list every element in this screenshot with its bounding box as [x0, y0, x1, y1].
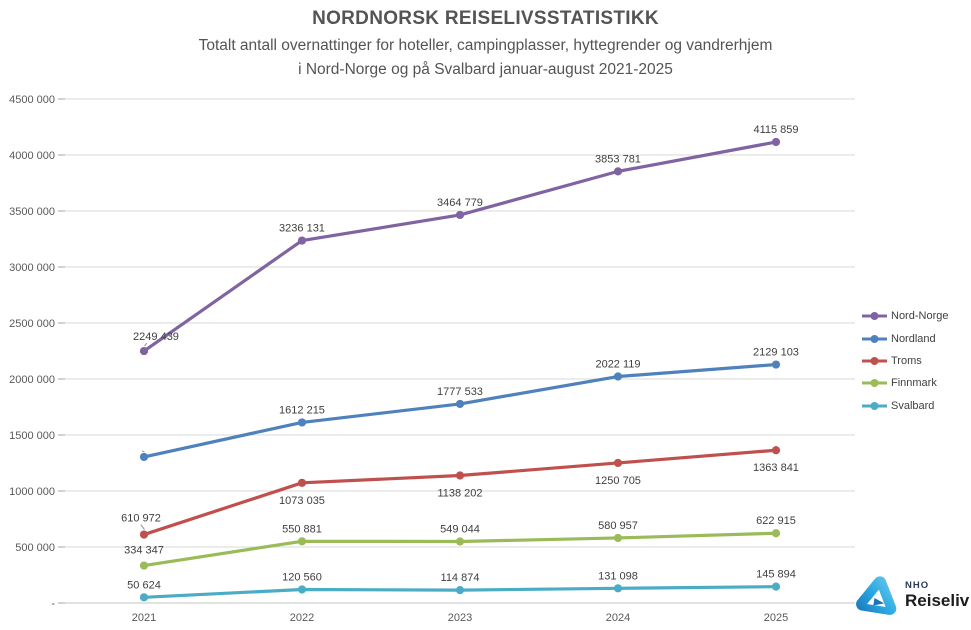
y-tick-label: 3000 000	[9, 262, 55, 274]
data-point-troms-2024	[613, 458, 623, 468]
data-label-troms-2022: 1073 035	[279, 495, 325, 507]
y-tick-label: -	[51, 598, 55, 610]
logo-brand-label: Reiseliv	[905, 591, 970, 611]
legend-label-svalbard: Svalbard	[891, 399, 935, 412]
data-point-troms-2021	[139, 530, 149, 539]
legend-label-nord-norge: Nord-Norge	[891, 310, 949, 323]
data-label-svalbard-2024: 131 098	[598, 570, 638, 582]
x-tick-label: 2021	[132, 612, 156, 624]
chart-title: NORDNORSK REISELIVSSTATISTIKK	[312, 8, 659, 29]
data-point-troms-2025	[771, 446, 781, 455]
data-point-finnmark-2025	[771, 529, 781, 538]
data-label-svalbard-2025: 145 894	[756, 569, 796, 581]
data-label-nord-norge-2023: 3464 779	[437, 197, 483, 209]
legend-item-troms: Troms	[861, 350, 969, 372]
chart-subtitle-line1: Totalt antall overnattinger for hoteller…	[198, 37, 773, 54]
data-label-finnmark-2025: 622 915	[756, 515, 796, 527]
data-point-nord-norge-2021	[139, 346, 149, 356]
legend-item-nordland: Nordland	[861, 327, 969, 349]
legend-marker-svalbard	[862, 401, 887, 410]
nho-triangle-logo-icon	[856, 576, 897, 615]
x-tick-label: 2025	[764, 612, 788, 624]
data-point-nord-norge-2023	[455, 210, 465, 220]
data-label-finnmark-2021: 334 347	[124, 545, 164, 557]
data-label-nord-norge-2022: 3236 131	[279, 223, 325, 235]
data-point-nordland-2023	[455, 399, 465, 409]
data-point-finnmark-2023	[455, 537, 465, 546]
data-point-nordland-2022	[297, 418, 307, 427]
data-point-nord-norge-2025	[771, 137, 781, 147]
legend-label-finnmark: Finnmark	[891, 377, 937, 390]
data-point-nord-norge-2022	[297, 236, 307, 245]
chart-subtitle-line2: i Nord-Norge og på Svalbard januar-augus…	[298, 61, 673, 78]
logo-text: NHO Reiseliv	[905, 581, 969, 610]
data-point-finnmark-2021	[139, 561, 149, 570]
y-tick-label: 1000 000	[9, 486, 55, 498]
data-label-nordland-2024: 2022 119	[595, 359, 640, 371]
y-tick-label: 4000 000	[9, 150, 55, 162]
y-tick-label: 1500 000	[9, 430, 55, 442]
legend-item-nord-norge: Nord-Norge	[861, 305, 969, 327]
data-label-troms-2024: 1250 705	[595, 475, 641, 487]
y-tick-label: 3500 000	[9, 206, 55, 218]
series-line-nord-norge	[142, 140, 778, 353]
data-label-troms-2023: 1138 202	[437, 488, 482, 500]
data-point-nordland-2021	[139, 452, 149, 462]
data-point-svalbard-2025	[771, 582, 781, 591]
data-point-svalbard-2022	[297, 585, 307, 594]
data-point-troms-2022	[297, 478, 307, 487]
legend-marker-troms	[862, 356, 887, 365]
y-tick-label: 500 000	[15, 542, 55, 554]
label-leader-line	[144, 342, 148, 347]
data-point-nordland-2024	[613, 372, 623, 381]
y-tick-label: 2500 000	[9, 318, 55, 330]
data-label-troms-2025: 1363 841	[753, 462, 799, 474]
data-label-troms-2021: 610 972	[121, 513, 161, 525]
data-label-nord-norge-2021: 2249 439	[133, 331, 179, 343]
series-line-nordland	[142, 362, 778, 459]
data-label-nord-norge-2025: 4115 859	[753, 124, 798, 136]
x-tick-label: 2023	[448, 612, 472, 624]
data-point-nord-norge-2024	[613, 167, 623, 176]
legend-label-troms: Troms	[891, 354, 922, 367]
data-label-finnmark-2022: 550 881	[282, 523, 322, 535]
data-label-nordland-2022: 1612 215	[279, 404, 325, 416]
legend-item-finnmark: Finnmark	[861, 372, 969, 394]
data-point-nordland-2025	[771, 360, 781, 369]
data-label-svalbard-2021: 50 624	[127, 579, 161, 591]
y-tick-label: 4500 000	[9, 94, 55, 106]
legend-marker-finnmark	[862, 379, 887, 388]
data-point-finnmark-2024	[613, 533, 623, 543]
y-tick-label: 2000 000	[9, 374, 55, 386]
data-point-troms-2023	[455, 471, 465, 480]
label-leader-line	[140, 524, 145, 530]
legend-label-nordland: Nordland	[891, 332, 936, 345]
data-label-nord-norge-2024: 3853 781	[595, 153, 641, 165]
data-label-svalbard-2022: 120 560	[282, 571, 322, 583]
data-label-finnmark-2023: 549 044	[440, 524, 480, 536]
label-leader-line	[141, 450, 145, 453]
legend-marker-nordland	[862, 334, 887, 343]
chart-legend: Nord-Norge Nordland Troms Finnmark Svalbard	[861, 305, 969, 417]
data-point-finnmark-2022	[297, 537, 307, 546]
data-point-svalbard-2021	[139, 593, 149, 602]
nho-reiseliv-logo: NHO Reiseliv	[855, 573, 969, 617]
x-tick-label: 2022	[290, 612, 314, 624]
data-point-svalbard-2024	[613, 584, 623, 593]
x-tick-label: 2024	[606, 612, 630, 624]
data-label-nordland-2023: 1777 533	[437, 386, 483, 398]
data-label-nordland-2025: 2129 103	[753, 347, 799, 359]
legend-marker-nord-norge	[862, 312, 887, 321]
data-label-finnmark-2024: 580 957	[598, 520, 638, 532]
logo-nho-label: NHO	[905, 579, 930, 591]
data-point-svalbard-2023	[455, 586, 465, 595]
data-label-svalbard-2023: 114 874	[441, 572, 480, 584]
legend-item-svalbard: Svalbard	[861, 395, 969, 417]
